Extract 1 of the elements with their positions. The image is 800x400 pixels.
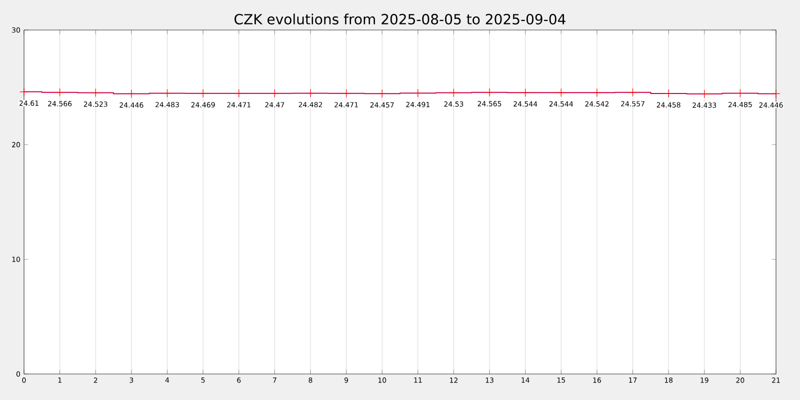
chart-title: CZK evolutions from 2025-08-05 to 2025-09-04 <box>234 14 566 24</box>
